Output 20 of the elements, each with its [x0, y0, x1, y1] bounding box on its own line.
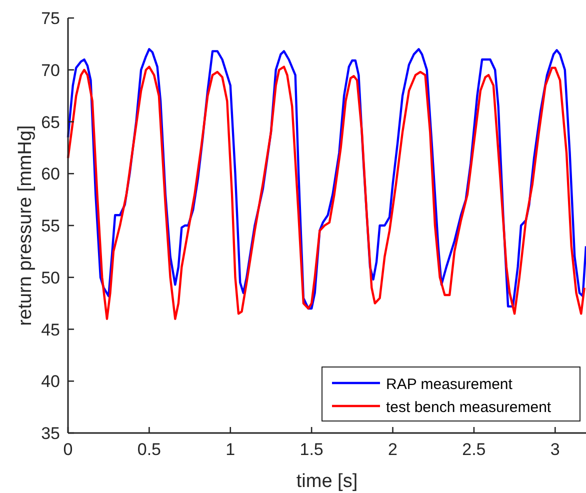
x-tick-label: 1.5	[300, 440, 324, 459]
x-tick-label: 1	[226, 440, 236, 459]
legend-label: test bench measurement	[386, 399, 552, 416]
y-tick-label: 50	[41, 268, 60, 288]
y-tick-label: 55	[41, 216, 60, 236]
y-tick-label: 40	[41, 372, 60, 392]
y-tick-label: 70	[41, 60, 60, 80]
y-tick-label: 45	[41, 320, 60, 340]
x-axis-title: time [s]	[296, 471, 358, 492]
x-tick-label: 0.5	[137, 440, 162, 459]
x-tick-label: 2.5	[462, 440, 486, 459]
y-tick-label: 75	[41, 9, 60, 28]
x-tick-label: 3	[550, 440, 560, 459]
x-tick-label: 0	[63, 440, 73, 459]
x-tick-label: 2	[388, 440, 398, 459]
y-axis-title: return pressure [mmHg]	[15, 125, 36, 326]
y-tick-label: 35	[41, 424, 60, 443]
legend-label: RAP measurement	[386, 376, 514, 393]
y-tick-label: 65	[41, 112, 60, 132]
y-tick-label: 60	[41, 164, 60, 184]
